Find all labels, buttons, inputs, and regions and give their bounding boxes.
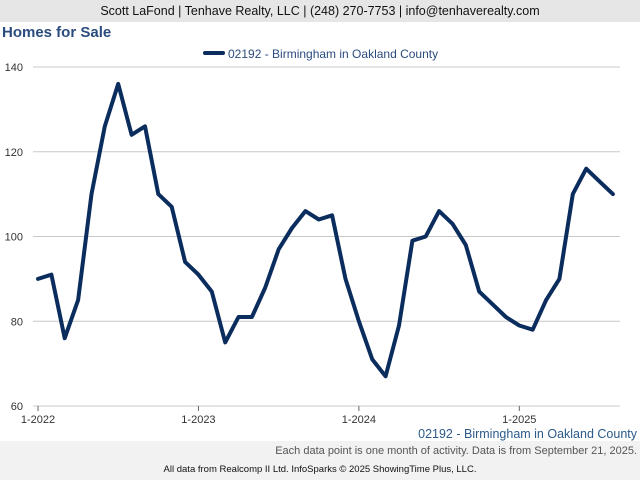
footer-series-label: 02192 - Birmingham in Oakland County xyxy=(418,427,637,441)
credits: All data from Realcomp II Ltd. InfoSpark… xyxy=(163,464,477,475)
y-tick-label: 80 xyxy=(11,316,23,328)
contact-bar: Scott LaFond | Tenhave Realty, LLC | (24… xyxy=(0,0,640,22)
footer-note: Each data point is one month of activity… xyxy=(275,445,637,457)
series-line xyxy=(36,81,615,379)
x-tick-label: 1-2024 xyxy=(342,414,376,426)
x-axis: 1-2022 1-2023 1-2024 1-2025 xyxy=(21,406,536,426)
series-group xyxy=(36,81,615,379)
legend-label: 02192 - Birmingham in Oakland County xyxy=(228,47,438,61)
x-tick-label: 1-2023 xyxy=(181,414,215,426)
page-title: Homes for Sale xyxy=(2,24,112,41)
x-tick-label: 1-2022 xyxy=(21,414,55,426)
y-tick-label: 60 xyxy=(11,401,23,413)
grid xyxy=(33,66,620,407)
y-tick-label: 140 xyxy=(5,62,23,74)
footer-band xyxy=(0,441,640,480)
y-tick-label: 100 xyxy=(5,232,23,244)
legend[interactable]: 02192 - Birmingham in Oakland County xyxy=(203,47,438,61)
y-axis: 60 80 100 120 140 xyxy=(5,62,23,413)
y-tick-label: 120 xyxy=(5,147,23,159)
x-tick-label: 1-2025 xyxy=(502,414,536,426)
contact-text: Scott LaFond | Tenhave Realty, LLC | (24… xyxy=(100,4,540,18)
